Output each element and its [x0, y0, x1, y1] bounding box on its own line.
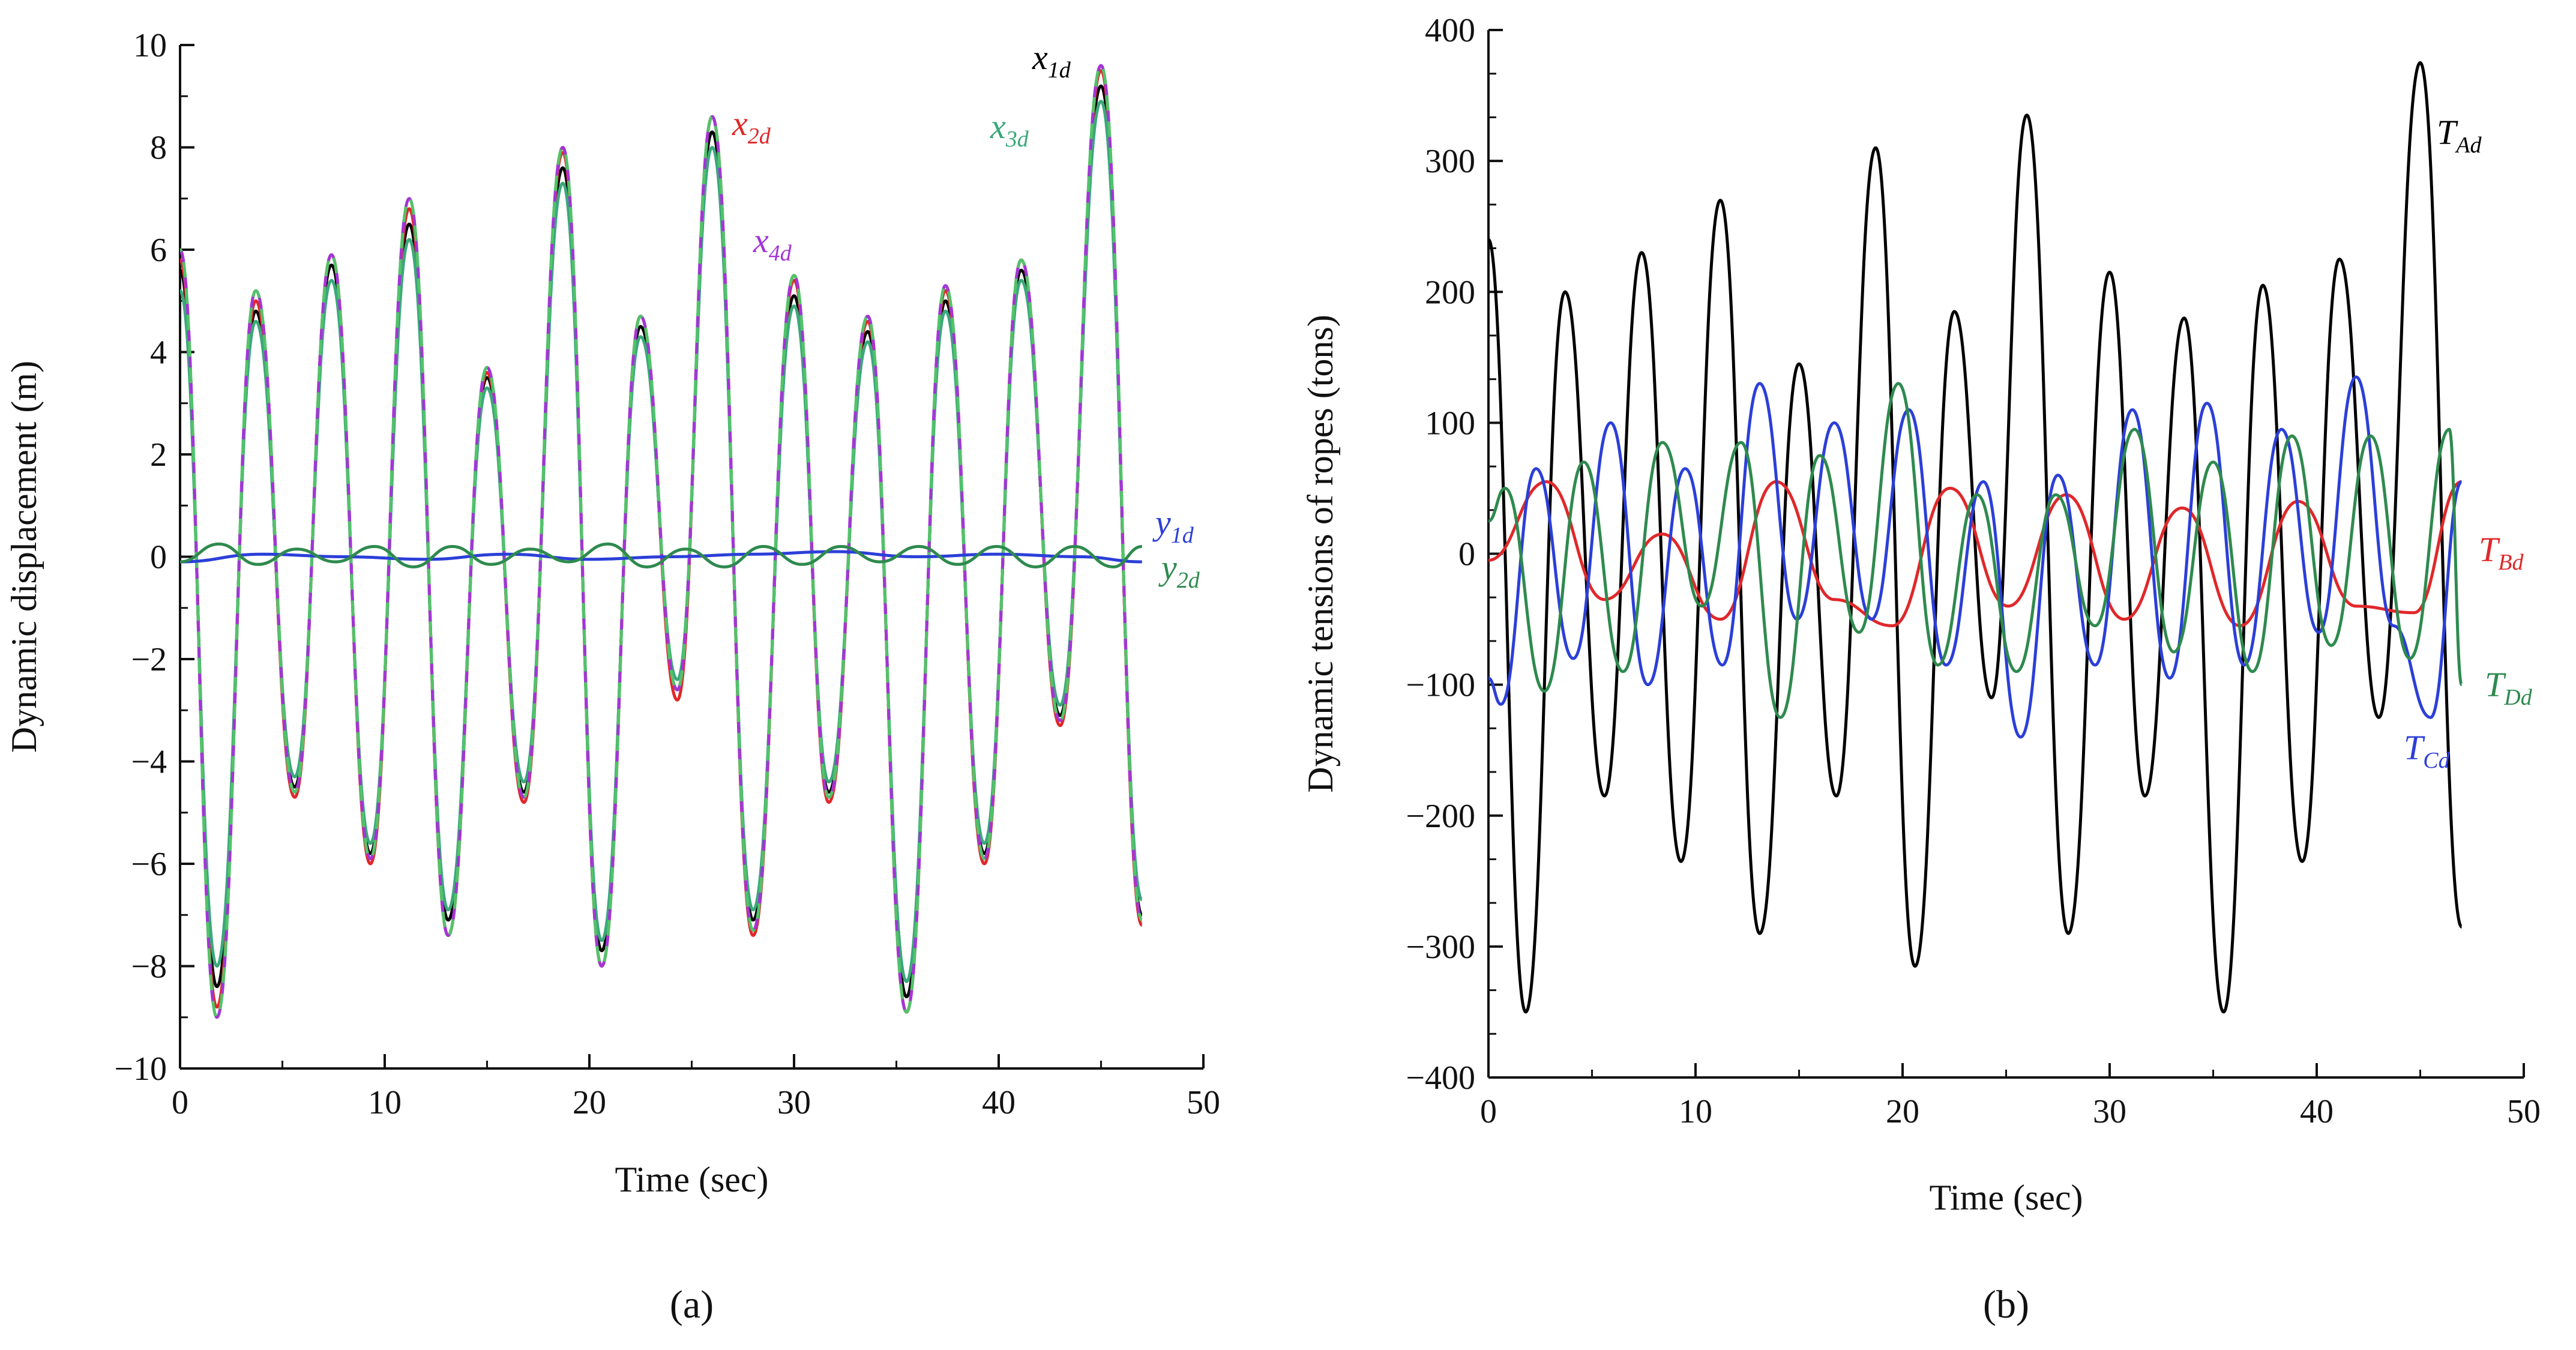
series-line-y1d: [180, 550, 1142, 564]
y-tick-label: 100: [1425, 405, 1475, 442]
series-line-y2d: [180, 542, 1143, 568]
series-label-x2d: x2d: [732, 104, 771, 149]
x-tick-label: 50: [2507, 1093, 2541, 1130]
y-tick-label: −10: [114, 1050, 167, 1088]
chart-panel-b: −400 −300 −200 −100 0 100 200 300 400 0 10 20 30 40 50…: [1301, 12, 2541, 1327]
y-axis-label: Dynamic tensions of ropes (tons): [1301, 315, 1340, 793]
y-tick-label: −300: [1406, 929, 1475, 966]
x-axis-label: Time (sec): [615, 1160, 768, 1199]
x-tick-label: 10: [1679, 1093, 1712, 1130]
y-tick-label: −8: [131, 948, 167, 986]
y-tick-label: 2: [150, 436, 167, 474]
series-label-x3d: x3d: [990, 107, 1029, 152]
series-line-TDd: [1488, 382, 2463, 719]
series-label-x4d: x4d: [753, 221, 792, 266]
series-line-TCd: [1488, 375, 2463, 739]
y-tick-label: −6: [131, 846, 167, 883]
chart-panel-a: −10 −8 −6 −4 −2 0 2 4 6 8 10 0 10 20 30 40 50 Time (sec) D…: [4, 27, 1220, 1327]
x-tick-label: 40: [2300, 1093, 2334, 1130]
y-tick-label: 400: [1425, 12, 1475, 49]
panel-label: (b): [1983, 1283, 2029, 1327]
y-tick-label: 200: [1425, 274, 1475, 311]
x-tick-label: 30: [777, 1084, 811, 1121]
x-tick-label: 0: [172, 1084, 188, 1121]
x-tick-label: 40: [982, 1084, 1016, 1121]
series-label-y2d: y2d: [1158, 548, 1200, 593]
x-tick-label: 0: [1480, 1093, 1497, 1130]
y-tick-label: 300: [1425, 143, 1475, 180]
series-line-x4d-gap: [180, 64, 1144, 1019]
x-tick-label: 20: [1886, 1093, 1919, 1130]
series-line-x4d: [180, 64, 1144, 1019]
x-axis-label: Time (sec): [1929, 1178, 2083, 1217]
series-label-TCd: TCd: [2404, 728, 2451, 773]
y-tick-label: 6: [150, 232, 167, 269]
y-tick-label: 10: [133, 27, 167, 64]
y-tick-label: 8: [150, 130, 167, 167]
y-tick-label: 0: [1458, 536, 1475, 573]
series-label-x1d: x1d: [1032, 38, 1071, 83]
y-tick-label: −4: [131, 744, 167, 781]
y-tick-label: −200: [1406, 798, 1475, 835]
y-tick-label: 4: [150, 334, 167, 372]
series-label-y1d: y1d: [1152, 503, 1194, 548]
y-tick-label: −2: [131, 641, 167, 678]
x-tick-label: 20: [573, 1084, 606, 1121]
x-tick-label: 50: [1187, 1084, 1220, 1121]
y-tick-label: −400: [1406, 1059, 1475, 1097]
y-tick-label: 0: [150, 539, 167, 576]
series-label-TDd: TDd: [2485, 665, 2533, 710]
y-tick-label: −100: [1406, 667, 1475, 704]
x-tick-label: 10: [368, 1084, 402, 1121]
y-axis-label: Dynamic displacement (m): [4, 361, 44, 753]
x-tick-label: 30: [2093, 1093, 2126, 1130]
series-label-TBd: TBd: [2479, 530, 2524, 575]
panel-label: (a): [670, 1283, 714, 1327]
series-label-TAd: TAd: [2437, 113, 2482, 158]
